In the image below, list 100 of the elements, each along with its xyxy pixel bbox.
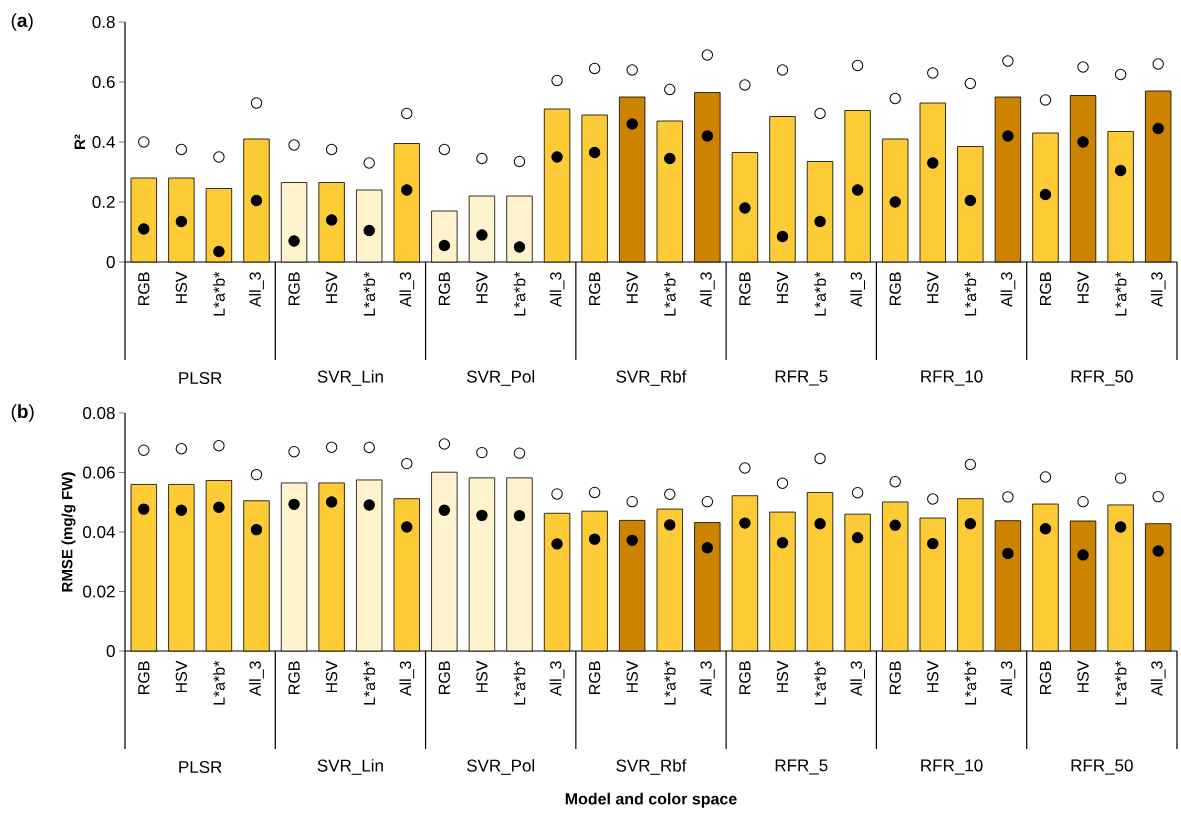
x-tick-label: RGB (739, 661, 751, 694)
point (814, 107, 826, 120)
point (814, 517, 826, 530)
point (438, 143, 451, 156)
y-tick-label: 0.08 (83, 406, 115, 420)
point (175, 504, 188, 516)
point (701, 542, 714, 554)
text: SVR_Rbf (616, 759, 687, 775)
point (363, 441, 375, 454)
point (476, 509, 488, 522)
chart-title: (b) (11, 404, 34, 422)
x-tick-label: L*a*b* (1114, 660, 1127, 705)
point (626, 118, 638, 130)
x-tick-label: HSV (776, 660, 789, 693)
point (664, 488, 676, 500)
x-tick-label: RGB (889, 661, 901, 694)
point (964, 194, 977, 207)
point (889, 196, 901, 208)
point (1152, 58, 1164, 70)
point (513, 155, 526, 168)
point (814, 215, 826, 228)
point (1002, 547, 1014, 560)
x-tick-label: All_3 (1000, 661, 1016, 697)
point (664, 152, 676, 165)
point (363, 157, 375, 169)
point (175, 143, 188, 156)
x-tick-label: L*a*b* (964, 660, 977, 705)
point (927, 157, 939, 169)
x-tick-label: L*a*b* (663, 271, 676, 316)
point (476, 229, 488, 241)
point (588, 533, 601, 545)
x-tick-label: L*a*b* (814, 660, 826, 705)
point (438, 438, 451, 450)
point (401, 457, 413, 470)
y-tick-label: 0.8 (92, 15, 115, 29)
x-tick-label: HSV (476, 271, 488, 304)
x-tick-label: L*a*b* (363, 660, 376, 705)
x-tick-label: L*a*b* (663, 660, 676, 705)
point (1002, 130, 1014, 142)
point (250, 97, 263, 109)
x-tick-label: HSV (626, 660, 638, 693)
x-tick-label: HSV (927, 271, 939, 304)
point (588, 62, 601, 75)
text: RFR_5 (775, 759, 828, 775)
point (1002, 491, 1014, 503)
point (889, 476, 901, 488)
point (964, 77, 977, 90)
text: RFR_50 (1071, 370, 1133, 386)
point (1039, 188, 1052, 201)
point (401, 107, 413, 120)
point (851, 184, 864, 196)
point (1114, 164, 1127, 177)
text: RFR_5 (775, 370, 828, 386)
x-axis-title: Model and color space (565, 792, 737, 808)
point (1152, 545, 1164, 557)
point (213, 245, 225, 258)
x-tick-label: HSV (476, 660, 488, 693)
point (213, 440, 225, 452)
point (1039, 523, 1052, 535)
point (964, 517, 977, 530)
point (851, 531, 864, 544)
x-tick-label: All_3 (249, 272, 264, 308)
point (1152, 490, 1164, 503)
point (964, 458, 977, 471)
point (1114, 68, 1127, 81)
text: SVR_Lin (317, 759, 383, 775)
x-tick-label: L*a*b* (213, 271, 225, 316)
point (438, 239, 451, 252)
x-tick-label: RGB (138, 272, 150, 305)
point (513, 241, 526, 253)
x-tick-label: All_3 (399, 272, 415, 308)
point (476, 446, 488, 459)
y-tick-label: 0.4 (92, 135, 115, 149)
point (250, 468, 263, 481)
point (551, 538, 563, 550)
chart-title: (a) (11, 13, 33, 31)
point (1077, 495, 1089, 508)
point (476, 152, 488, 165)
point (588, 486, 601, 499)
x-tick-label: All_3 (850, 661, 866, 697)
point (288, 139, 300, 151)
x-tick-label: L*a*b* (1114, 271, 1127, 316)
x-tick-label: All_3 (549, 661, 565, 697)
point (1114, 521, 1127, 533)
point (1039, 94, 1052, 106)
point (851, 487, 864, 499)
x-tick-label: L*a*b* (964, 271, 977, 316)
point (626, 495, 638, 508)
x-tick-label: All_3 (1000, 272, 1016, 308)
point (363, 224, 375, 237)
point (927, 67, 939, 79)
point (401, 184, 413, 196)
point (927, 537, 939, 550)
point (1002, 55, 1014, 67)
x-tick-label: RGB (138, 661, 150, 694)
point (288, 235, 300, 247)
point (776, 537, 789, 549)
y-tick-label: 0 (106, 644, 115, 658)
point (138, 444, 150, 456)
text: RFR_10 (921, 759, 983, 775)
